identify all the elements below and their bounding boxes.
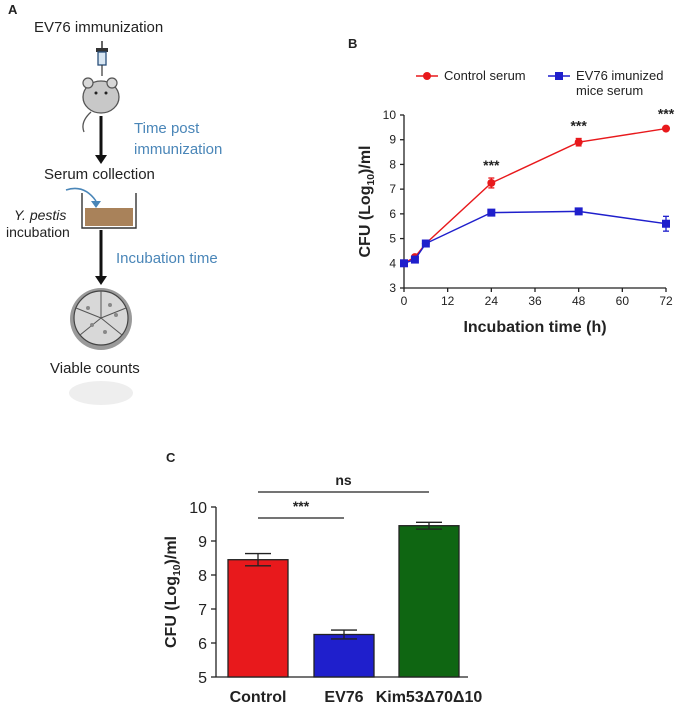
data-point bbox=[487, 208, 496, 217]
category-label: Kim53Δ70Δ10 bbox=[376, 689, 483, 706]
data-point bbox=[421, 239, 430, 248]
data-point bbox=[574, 138, 583, 147]
mouse-icon bbox=[82, 77, 120, 133]
y-tick-label: 8 bbox=[389, 157, 396, 171]
x-tick-label: 72 bbox=[659, 294, 673, 308]
petri-dish-icon bbox=[70, 288, 132, 350]
incubation-label: incubation bbox=[6, 224, 70, 240]
x-tick-label: 0 bbox=[401, 294, 408, 308]
incubation-well-icon bbox=[65, 187, 137, 229]
significance-mark: *** bbox=[570, 117, 587, 133]
y-tick-label: 5 bbox=[389, 232, 396, 246]
bar bbox=[227, 559, 289, 678]
data-point bbox=[487, 178, 496, 187]
y-tick-label: 7 bbox=[198, 602, 207, 619]
serum-collection-label: Serum collection bbox=[44, 166, 155, 183]
bar bbox=[398, 525, 460, 678]
panel-label-b: B bbox=[348, 36, 358, 51]
panel-label-a: A bbox=[8, 2, 18, 17]
y-tick-label: 7 bbox=[389, 182, 396, 196]
y-axis-title: CFU (Log10)/ml bbox=[357, 146, 377, 258]
y-tick-label: 10 bbox=[189, 500, 207, 517]
data-point bbox=[662, 219, 670, 228]
significance-mark: *** bbox=[658, 106, 675, 122]
panel-label-c: C bbox=[166, 450, 176, 465]
flow-arrow-2 bbox=[95, 230, 107, 285]
bar bbox=[313, 633, 375, 678]
x-axis-title: Incubation time (h) bbox=[463, 319, 606, 336]
y-tick-label: 9 bbox=[389, 133, 396, 147]
y-pestis-label: Y. pestis bbox=[14, 207, 67, 223]
x-tick-label: 48 bbox=[572, 294, 586, 308]
x-tick-label: 36 bbox=[528, 294, 542, 308]
x-tick-label: 60 bbox=[616, 294, 630, 308]
y-axis-title: CFU (Log10)/ml bbox=[163, 536, 183, 648]
legend-marker bbox=[423, 72, 431, 80]
legend-marker bbox=[555, 72, 563, 80]
category-label: EV76 bbox=[324, 689, 363, 706]
legend-label: Control serum bbox=[444, 68, 526, 83]
legend-label: EV76 imunized mice serum bbox=[576, 68, 663, 98]
data-point bbox=[574, 207, 583, 216]
incubation-time-label: Incubation time bbox=[116, 250, 218, 267]
significance-mark: *** bbox=[483, 157, 500, 173]
y-tick-label: 6 bbox=[198, 636, 207, 653]
time-post-label: Time post immunization bbox=[134, 120, 223, 158]
data-point bbox=[400, 259, 408, 268]
y-tick-label: 9 bbox=[198, 534, 207, 551]
dish-shadow bbox=[69, 381, 133, 405]
data-point bbox=[410, 255, 419, 264]
y-tick-label: 3 bbox=[389, 281, 396, 295]
y-tick-label: 4 bbox=[389, 256, 396, 270]
viable-counts-label: Viable counts bbox=[50, 360, 140, 377]
y-tick-label: 5 bbox=[198, 670, 207, 687]
flow-arrow-1 bbox=[95, 116, 107, 164]
syringe-icon bbox=[96, 41, 108, 76]
y-tick-label: 6 bbox=[389, 207, 396, 221]
y-tick-label: 8 bbox=[198, 568, 207, 585]
x-tick-label: 24 bbox=[485, 294, 499, 308]
significance-label: *** bbox=[293, 498, 310, 514]
category-label: Control bbox=[230, 689, 287, 706]
immunization-label: EV76 immunization bbox=[34, 19, 164, 36]
y-tick-label: 10 bbox=[383, 108, 397, 122]
x-tick-label: 12 bbox=[441, 294, 455, 308]
data-point bbox=[662, 124, 670, 133]
significance-label: ns bbox=[335, 472, 352, 488]
